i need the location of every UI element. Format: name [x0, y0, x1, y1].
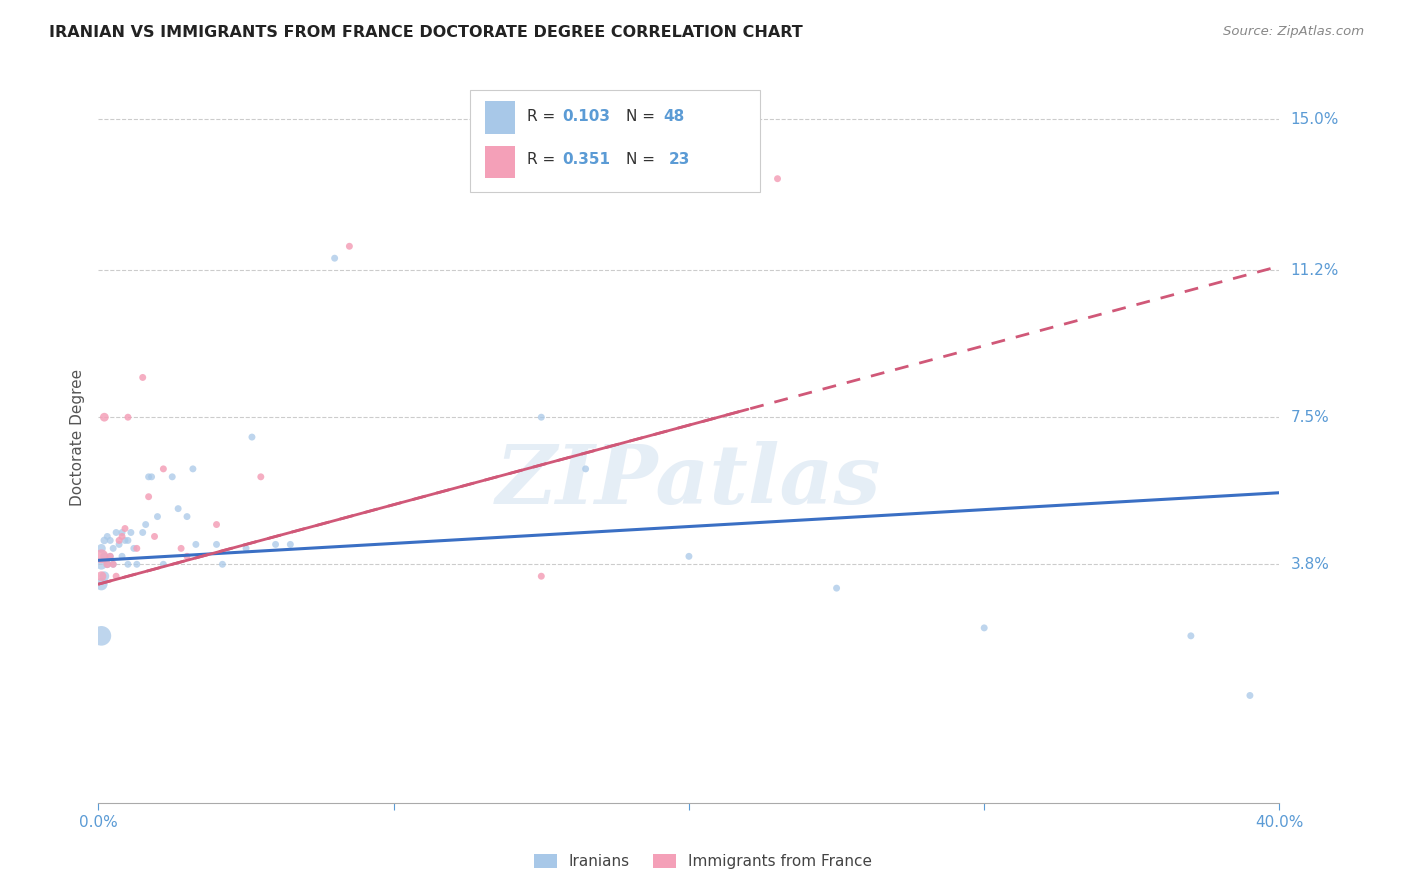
Point: [90, 569, 112, 583]
Point: [122, 541, 145, 556]
Point: [117, 533, 139, 548]
Point: [1180, 629, 1202, 643]
Point: [143, 529, 166, 543]
Point: [96, 558, 118, 572]
Point: [108, 533, 131, 548]
Point: [280, 537, 302, 551]
Point: [825, 581, 848, 595]
Point: [90, 541, 112, 556]
Point: [678, 549, 700, 564]
Point: [530, 569, 553, 583]
Point: [93, 549, 115, 564]
Text: N =: N =: [626, 152, 661, 167]
Point: [93, 410, 115, 425]
Point: [90, 549, 112, 564]
Text: 7.5%: 7.5%: [1291, 409, 1329, 425]
Point: [120, 525, 142, 540]
Point: [103, 541, 125, 556]
Point: [146, 509, 169, 524]
Point: [205, 517, 228, 532]
Text: Source: ZipAtlas.com: Source: ZipAtlas.com: [1223, 25, 1364, 38]
Text: R =: R =: [527, 152, 560, 167]
Point: [181, 462, 204, 476]
Point: [766, 171, 789, 186]
Point: [170, 541, 193, 556]
Point: [125, 558, 148, 572]
Text: N =: N =: [626, 110, 661, 124]
Point: [162, 470, 183, 484]
Text: 0.103: 0.103: [562, 110, 610, 124]
Legend: Iranians, Immigrants from France: Iranians, Immigrants from France: [527, 847, 879, 875]
Point: [103, 558, 125, 572]
Point: [132, 370, 155, 384]
Point: [167, 501, 190, 516]
Point: [1239, 689, 1261, 703]
Bar: [485, 145, 516, 178]
Point: [111, 529, 134, 543]
Bar: [485, 102, 516, 134]
Point: [111, 549, 134, 564]
Point: [152, 558, 174, 572]
Point: [138, 470, 160, 484]
Point: [152, 462, 174, 476]
Point: [176, 509, 198, 524]
Point: [339, 239, 361, 253]
Point: [93, 569, 115, 583]
Point: [323, 251, 346, 265]
Text: 11.2%: 11.2%: [1291, 262, 1339, 277]
FancyBboxPatch shape: [471, 90, 759, 192]
Point: [211, 558, 233, 572]
Point: [90, 577, 112, 591]
Point: [135, 517, 157, 532]
Point: [138, 490, 160, 504]
Point: [250, 470, 273, 484]
Point: [973, 621, 995, 635]
Point: [117, 558, 139, 572]
Point: [96, 558, 118, 572]
Point: [264, 537, 287, 551]
Point: [141, 470, 163, 484]
Point: [103, 558, 125, 572]
Point: [114, 521, 136, 535]
Text: IRANIAN VS IMMIGRANTS FROM FRANCE DOCTORATE DEGREE CORRELATION CHART: IRANIAN VS IMMIGRANTS FROM FRANCE DOCTOR…: [49, 25, 803, 40]
Point: [117, 410, 139, 425]
Text: 48: 48: [664, 110, 685, 124]
Text: R =: R =: [527, 110, 560, 124]
Point: [98, 549, 121, 564]
Point: [530, 410, 553, 425]
Point: [125, 541, 148, 556]
Y-axis label: Doctorate Degree: Doctorate Degree: [69, 368, 84, 506]
Point: [176, 549, 198, 564]
Point: [111, 525, 134, 540]
Point: [90, 558, 112, 572]
Text: 3.8%: 3.8%: [1291, 557, 1330, 572]
Text: 0.351: 0.351: [562, 152, 610, 167]
Text: ZIPatlas: ZIPatlas: [496, 441, 882, 521]
Point: [114, 533, 136, 548]
Point: [235, 541, 257, 556]
Point: [93, 533, 115, 548]
Point: [108, 537, 131, 551]
Text: 23: 23: [669, 152, 690, 167]
Text: 15.0%: 15.0%: [1291, 112, 1339, 127]
Point: [205, 537, 228, 551]
Point: [96, 529, 118, 543]
Point: [105, 569, 128, 583]
Point: [98, 549, 121, 564]
Point: [105, 525, 128, 540]
Point: [132, 525, 155, 540]
Point: [240, 430, 263, 444]
Point: [90, 629, 112, 643]
Point: [184, 537, 207, 551]
Point: [575, 462, 598, 476]
Point: [98, 533, 121, 548]
